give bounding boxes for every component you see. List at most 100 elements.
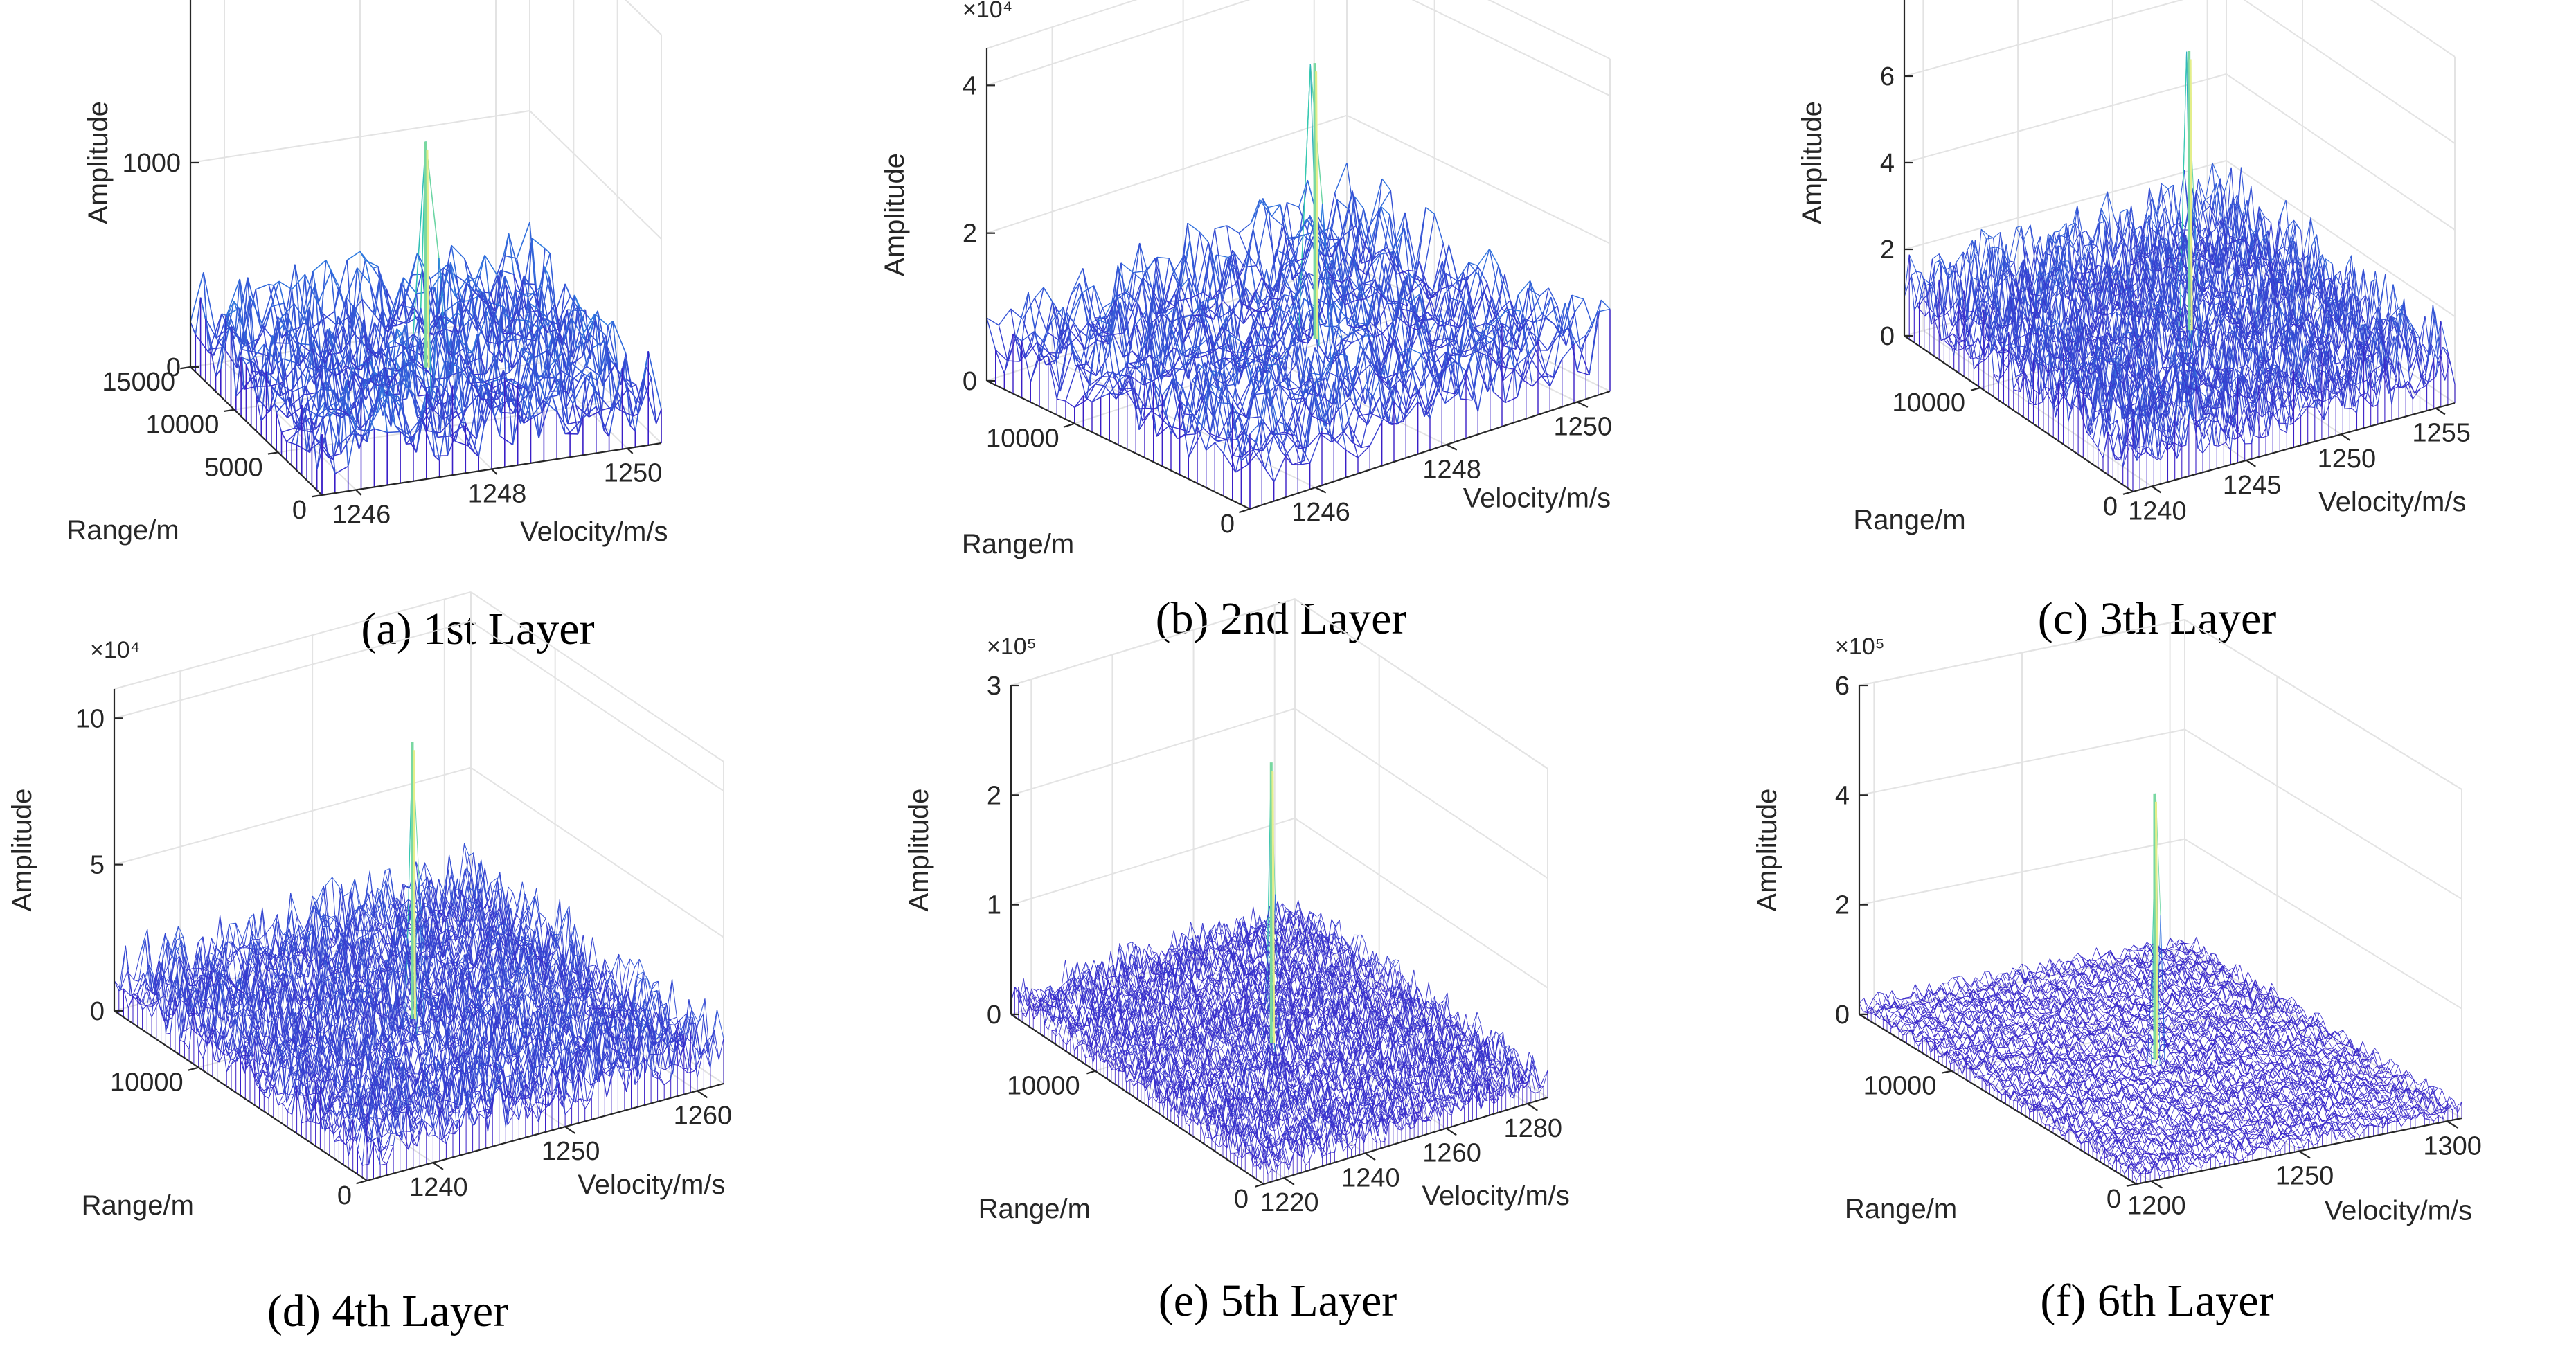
mesh-line bbox=[1082, 268, 1092, 323]
mesh-line bbox=[564, 283, 571, 297]
mesh-line bbox=[412, 141, 427, 341]
mesh-line bbox=[1287, 201, 1299, 208]
pane-edge bbox=[625, 0, 662, 35]
mesh-line bbox=[1319, 433, 1332, 443]
mesh-line bbox=[195, 334, 209, 353]
mesh-line bbox=[301, 283, 316, 324]
mesh-line bbox=[1217, 402, 1228, 440]
mesh-line bbox=[352, 305, 367, 359]
mesh-line bbox=[411, 252, 418, 276]
mesh-line bbox=[280, 303, 295, 319]
mesh-line bbox=[312, 260, 327, 272]
mesh-line bbox=[341, 333, 355, 353]
mesh-line bbox=[255, 289, 262, 329]
x-axis-label: Velocity/m/s bbox=[1463, 483, 1611, 514]
subplot-c: 02460100001240124512501255×10⁴AmplitudeR… bbox=[1797, 0, 2471, 644]
mesh-line bbox=[195, 297, 202, 335]
mesh-line bbox=[1187, 222, 1200, 233]
surface-mesh bbox=[986, 64, 1611, 483]
x-tick-label: 1250 bbox=[1553, 412, 1612, 441]
mesh-line bbox=[320, 260, 327, 321]
x-tick-label: 1246 bbox=[1291, 498, 1350, 527]
mesh-line bbox=[333, 286, 340, 312]
mesh-line bbox=[1504, 274, 1514, 317]
x-tick-label: 1250 bbox=[604, 459, 663, 488]
mesh-line bbox=[1260, 325, 1273, 328]
mesh-line bbox=[484, 255, 499, 277]
y-tick-label: 10000 bbox=[146, 411, 220, 440]
mesh-line bbox=[359, 251, 366, 261]
mesh-line bbox=[463, 303, 478, 331]
mesh-line bbox=[1284, 294, 1296, 298]
mesh-line bbox=[551, 283, 566, 322]
mesh-line bbox=[1030, 357, 1040, 382]
mesh-line bbox=[288, 323, 303, 344]
y-tick-label: 5000 bbox=[204, 453, 263, 482]
mesh-line bbox=[537, 332, 551, 392]
mesh-line bbox=[205, 318, 220, 343]
y-tick bbox=[180, 366, 191, 370]
mesh-line bbox=[1530, 280, 1543, 314]
mesh-line bbox=[582, 318, 596, 357]
mesh-line bbox=[500, 269, 515, 275]
mesh-line bbox=[612, 321, 627, 354]
mesh-line bbox=[455, 274, 469, 297]
mesh-line bbox=[304, 407, 319, 416]
mesh-line bbox=[351, 362, 366, 370]
mesh-line bbox=[317, 271, 332, 304]
mesh-line bbox=[1334, 192, 1344, 236]
mesh-line bbox=[565, 382, 580, 409]
z-gridline bbox=[529, 110, 662, 240]
mesh-line bbox=[1986, 237, 1994, 240]
mesh-line bbox=[251, 343, 265, 361]
z-tick-label: 1000 bbox=[122, 149, 181, 178]
mesh-line bbox=[1120, 262, 1134, 274]
peak-spike-highlight bbox=[1315, 71, 1319, 340]
mesh-line bbox=[385, 288, 400, 321]
mesh-line bbox=[655, 409, 662, 424]
mesh-line bbox=[1399, 269, 1408, 274]
mesh-line bbox=[494, 416, 501, 436]
mesh-line bbox=[531, 238, 546, 249]
mesh-line bbox=[1523, 379, 1533, 387]
mesh-line bbox=[523, 275, 538, 297]
mesh-line bbox=[1039, 355, 1048, 357]
y-axis-label: Range/m bbox=[66, 515, 179, 546]
mesh-line bbox=[1378, 210, 1388, 248]
mesh-line bbox=[434, 377, 449, 394]
mesh-line bbox=[292, 385, 306, 393]
mesh-line bbox=[393, 319, 407, 324]
x-axis-label: Velocity/m/s bbox=[520, 517, 668, 547]
mesh-line bbox=[357, 267, 371, 284]
mesh-line bbox=[1322, 375, 1332, 442]
mesh-line bbox=[2162, 221, 2170, 228]
mesh-line bbox=[325, 380, 339, 403]
x-tick bbox=[1446, 444, 1458, 451]
z-tick-label: 2 bbox=[963, 219, 977, 249]
mesh-line bbox=[285, 343, 299, 372]
mesh-line bbox=[495, 233, 510, 312]
mesh-line bbox=[587, 330, 601, 346]
x-tick bbox=[355, 489, 362, 496]
mesh-line bbox=[291, 442, 297, 446]
mesh-line bbox=[1505, 397, 1518, 404]
mesh-line bbox=[293, 303, 308, 324]
mesh-line bbox=[255, 283, 269, 290]
mesh-line bbox=[1255, 442, 1266, 469]
mesh-line bbox=[455, 440, 469, 447]
x-tick bbox=[1315, 487, 1327, 494]
mesh-line bbox=[1600, 299, 1611, 310]
mesh-line bbox=[325, 260, 332, 271]
mesh-line bbox=[2035, 402, 2043, 406]
mesh-line bbox=[334, 353, 348, 370]
mesh-line bbox=[1583, 298, 1593, 326]
mesh-line bbox=[488, 312, 502, 384]
mesh-line bbox=[1270, 298, 1280, 300]
mesh-line bbox=[1127, 242, 1141, 292]
mesh-line bbox=[305, 385, 319, 413]
mesh-line bbox=[1425, 206, 1435, 215]
mesh-line bbox=[1079, 283, 1089, 323]
mesh-line bbox=[504, 276, 519, 313]
pane-edge bbox=[1487, 0, 1611, 60]
mesh-line bbox=[1156, 415, 1166, 437]
